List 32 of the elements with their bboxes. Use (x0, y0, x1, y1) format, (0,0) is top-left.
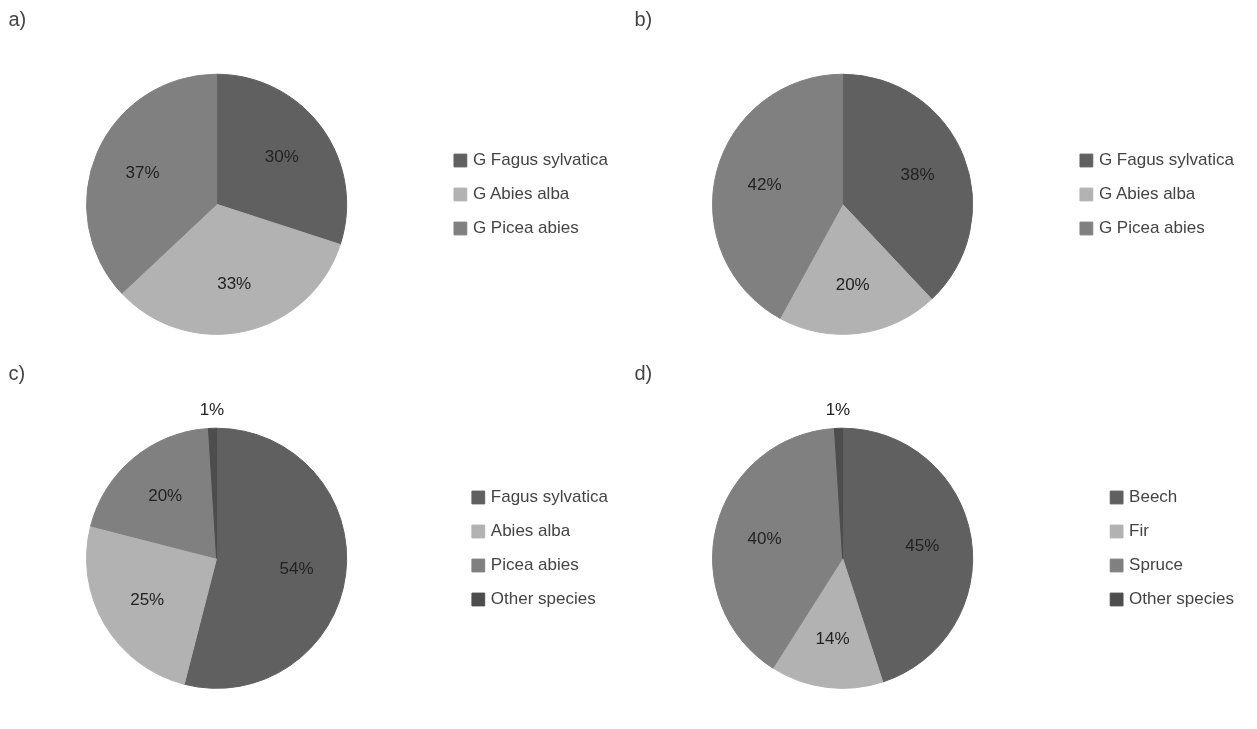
legend-label: Spruce (1129, 555, 1183, 575)
legend-label: G Abies alba (1098, 184, 1196, 204)
legend-label: Abies alba (490, 521, 571, 541)
legend-label: G Fagus sylvatica (1098, 150, 1234, 170)
legend-label: Beech (1129, 487, 1178, 507)
data-label: 1% (825, 399, 851, 419)
data-label: 33% (217, 273, 252, 293)
chart-title: d) (634, 361, 653, 384)
legend-label: G Picea abies (1098, 218, 1205, 238)
legend-label: Other species (490, 589, 596, 609)
data-label: 45% (905, 536, 940, 556)
chart-title: b) (634, 7, 653, 30)
chart-title: c) (8, 361, 26, 384)
legend-label: Fir (1129, 521, 1150, 541)
data-label: 30% (264, 147, 299, 167)
data-label: 25% (130, 590, 165, 610)
legend-label: G Fagus sylvatica (472, 150, 608, 170)
data-label: 37% (125, 162, 160, 182)
legend-label: Fagus sylvatica (490, 487, 608, 507)
chart-title: a) (8, 7, 27, 30)
data-label: 1% (199, 399, 225, 419)
legend-label: G Picea abies (472, 218, 579, 238)
data-label: 14% (815, 629, 850, 649)
data-label: 20% (148, 486, 183, 506)
data-label: 38% (900, 164, 935, 184)
data-label: 54% (279, 558, 314, 578)
data-label: 40% (747, 528, 782, 548)
data-label: 42% (747, 174, 782, 194)
legend-label: G Abies alba (472, 184, 570, 204)
legend-label: Picea abies (490, 555, 579, 575)
data-label: 20% (835, 275, 870, 295)
legend-label: Other species (1129, 589, 1234, 609)
